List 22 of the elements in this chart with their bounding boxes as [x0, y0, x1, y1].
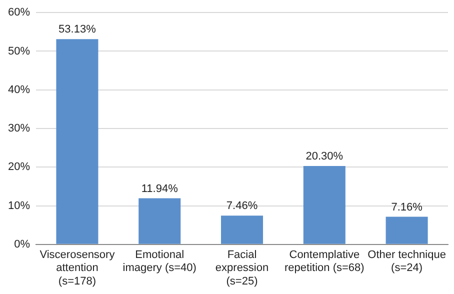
y-tick-label: 60%: [8, 6, 30, 19]
data-label: 11.94%: [141, 182, 178, 195]
y-tick-label: 20%: [8, 161, 30, 174]
bar: [138, 198, 181, 244]
y-tick-label: 40%: [8, 84, 30, 96]
data-label: 7.16%: [391, 201, 423, 214]
bar: [303, 166, 346, 244]
y-tick-label: 0%: [14, 238, 30, 250]
data-label: 20.30%: [306, 150, 344, 163]
x-tick-label: Emotional imagery (s=40): [122, 249, 196, 274]
x-tick-label: Facial expression (s=25): [215, 249, 269, 288]
y-tick-label: 50%: [8, 45, 30, 58]
data-label: 53.13%: [58, 24, 96, 36]
bar: [220, 216, 264, 244]
bar: [56, 39, 98, 244]
data-label: 7.46%: [226, 200, 258, 212]
y-tick-label: 30%: [8, 122, 30, 135]
x-tick-label: Contemplative repetition (s=68): [284, 249, 364, 274]
x-tick-label: Other technique (s=24): [368, 249, 446, 274]
bar: [386, 216, 428, 244]
y-tick-label: 10%: [8, 200, 30, 212]
x-tick-label: Viscerosensory attention (s=178): [40, 249, 116, 288]
